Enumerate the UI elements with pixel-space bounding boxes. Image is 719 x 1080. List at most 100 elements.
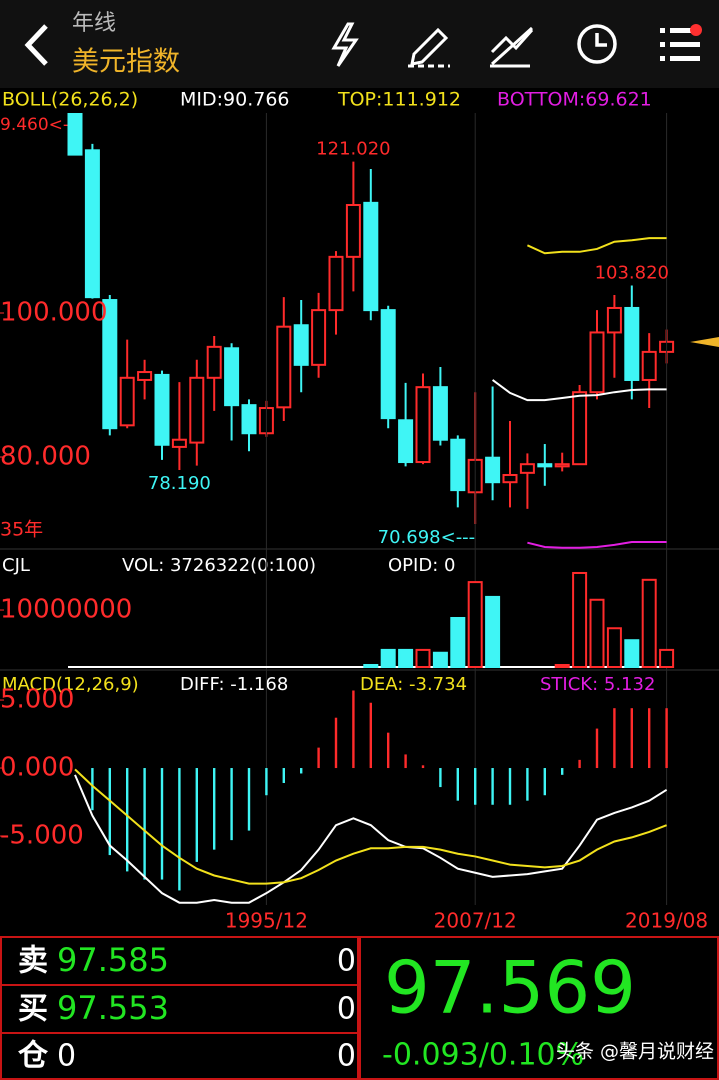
- macd-bar: [91, 768, 94, 811]
- indicator-icon[interactable]: [490, 26, 534, 68]
- max-label: 9.460<---: [0, 115, 81, 135]
- time-icon[interactable]: [577, 24, 617, 64]
- macd-bar: [387, 732, 390, 769]
- macd-bar: [578, 759, 581, 769]
- change: -0.093/0.10%: [382, 1038, 584, 1073]
- candle-body: [554, 463, 570, 468]
- top-label: TOP:111.912: [337, 89, 461, 111]
- price-panel: [67, 113, 675, 524]
- draw-icon[interactable]: [408, 27, 450, 68]
- candle-body: [589, 331, 605, 394]
- macd-bar: [630, 708, 633, 769]
- y-tick-label: -5.000: [0, 821, 84, 851]
- candle-body: [519, 463, 535, 474]
- candle-body: [485, 456, 501, 484]
- boll-line: [527, 540, 667, 549]
- candle-body: [624, 306, 640, 381]
- candle-body: [276, 325, 292, 409]
- opid-label: OPID: 0: [388, 555, 455, 576]
- volume-bar: [659, 648, 675, 669]
- macd-bar: [160, 768, 164, 880]
- sell-qty: 0: [337, 944, 356, 979]
- candle-body: [572, 391, 588, 466]
- macd-bar: [108, 768, 111, 856]
- price-arrow: [690, 337, 719, 347]
- volume-bar: [432, 651, 448, 669]
- macd-bar: [178, 768, 181, 891]
- volume-bar: [606, 627, 622, 669]
- candle-body: [311, 309, 327, 366]
- volume-bar: [554, 664, 570, 669]
- y-tick-label: 10000000: [0, 595, 132, 625]
- volume-bar: [398, 648, 414, 669]
- candle-body: [102, 299, 118, 430]
- last-price: 97.569: [384, 946, 636, 1030]
- candle-body: [293, 324, 309, 366]
- macd-bar: [491, 768, 494, 805]
- candle-body: [606, 306, 622, 334]
- macd-bar: [317, 747, 320, 769]
- volume-bar: [624, 639, 640, 669]
- price-annotation: 78.190: [148, 473, 211, 494]
- candle-body: [398, 419, 414, 464]
- volume-bar: [363, 664, 379, 669]
- volume-bar: [467, 581, 483, 668]
- boll-label: BOLL(26,26,2): [2, 89, 138, 111]
- candle-body: [224, 347, 240, 407]
- start-label: 35年: [0, 519, 43, 541]
- price-annotation: 121.020: [316, 139, 390, 160]
- macd-bar: [247, 768, 251, 831]
- position-qty: 0: [337, 1039, 356, 1074]
- macd-bar: [282, 768, 285, 783]
- macd-bar: [195, 768, 198, 862]
- candle-body: [241, 404, 257, 435]
- candle-body: [502, 473, 518, 484]
- dea-label: DEA: -3.734: [360, 674, 467, 695]
- sell-price: 97.585: [57, 941, 169, 979]
- x-tick-label: 2007/12: [434, 909, 517, 933]
- macd-bar: [526, 768, 529, 801]
- flash-icon[interactable]: [331, 22, 359, 67]
- macd-bar: [474, 768, 477, 805]
- back-button[interactable]: [24, 24, 48, 66]
- diff-line: [74, 774, 668, 904]
- position-value: 0: [57, 1039, 76, 1074]
- macd-bar: [352, 690, 355, 769]
- macd-bar: [561, 768, 564, 775]
- macd-bar: [265, 768, 268, 796]
- buy-qty: 0: [337, 992, 356, 1027]
- candle-body: [328, 255, 344, 312]
- cjl-label: CJL: [2, 555, 30, 576]
- candle-body: [537, 463, 553, 468]
- menu-icon[interactable]: [660, 24, 702, 61]
- vol-label: VOL: 3726322(0:100): [122, 555, 316, 576]
- macd-bar: [404, 754, 407, 769]
- diff-label: DIFF: -1.168: [180, 674, 288, 695]
- x-tick-label: 1995/12: [225, 909, 308, 933]
- candle-body: [345, 204, 361, 258]
- volume-bar: [450, 616, 466, 668]
- macd-bar: [421, 765, 425, 769]
- candle-body: [189, 376, 205, 444]
- macd-bar: [300, 768, 303, 774]
- candle-body: [84, 149, 100, 299]
- candle-body: [67, 113, 83, 156]
- candle-body: [206, 345, 222, 379]
- volume-bar: [380, 648, 396, 669]
- title: 美元指数: [72, 47, 180, 78]
- candle-body: [432, 386, 448, 441]
- candle-body: [363, 201, 379, 312]
- bottom-label: BOTTOM:69.621: [497, 89, 652, 111]
- position-label: 仓: [18, 1039, 49, 1074]
- y-tick-label: 80.000: [0, 441, 91, 471]
- candle-body: [641, 350, 657, 381]
- macd-bar: [369, 702, 372, 769]
- y-tick-label: 0.000: [0, 753, 74, 783]
- candle-body: [154, 373, 170, 446]
- dea-line: [74, 768, 667, 885]
- volume-bar: [485, 595, 501, 669]
- y-tick-label: 5.000: [0, 685, 74, 715]
- macd-bar: [334, 717, 338, 769]
